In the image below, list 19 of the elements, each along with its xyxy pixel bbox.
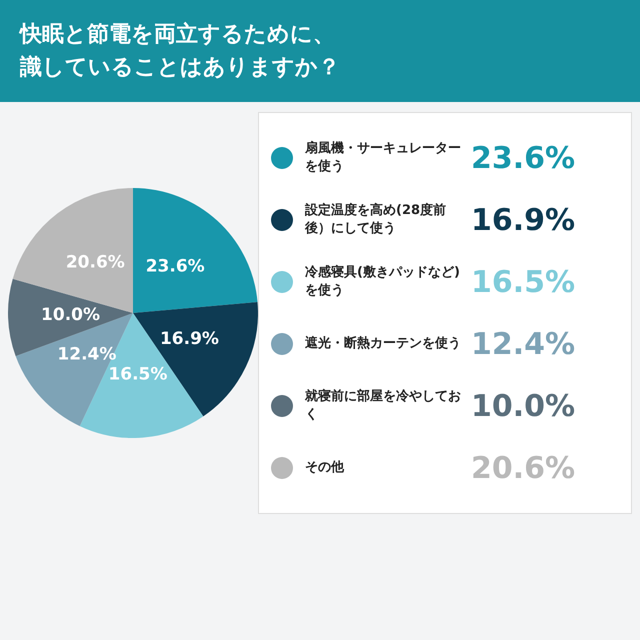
- text: 16.9%: [471, 202, 576, 238]
- text: 23.6%: [471, 140, 576, 176]
- text: 20.6%: [471, 450, 576, 486]
- data-label: 20.6%: [66, 252, 125, 273]
- chart-title: 快眠と節電を両立するために、識していることはありますか？: [0, 0, 640, 102]
- legend-label: 扇風機・サーキュレーターを使う: [305, 140, 462, 176]
- data-label: 16.5%: [108, 364, 168, 385]
- legend-label: 遮光・断熱カーテンを使う: [305, 335, 462, 353]
- data-label: 16.9%: [160, 329, 219, 350]
- data-label: 12.4%: [57, 344, 116, 365]
- legend-label: 設定温度を高め(28度前後）にして使う: [305, 202, 448, 238]
- legend-label: 冷感寝具(敷きパッドなど)を使う: [305, 264, 461, 300]
- data-label: 10.0%: [41, 304, 100, 325]
- text: 10.0%: [471, 388, 576, 424]
- legend-label: 就寝前に部屋を冷やしておく: [305, 388, 462, 424]
- data-label: 23.6%: [146, 256, 205, 276]
- text: 16.5%: [471, 264, 576, 300]
- text: 12.4%: [471, 326, 576, 362]
- legend-label: その他: [305, 459, 346, 477]
